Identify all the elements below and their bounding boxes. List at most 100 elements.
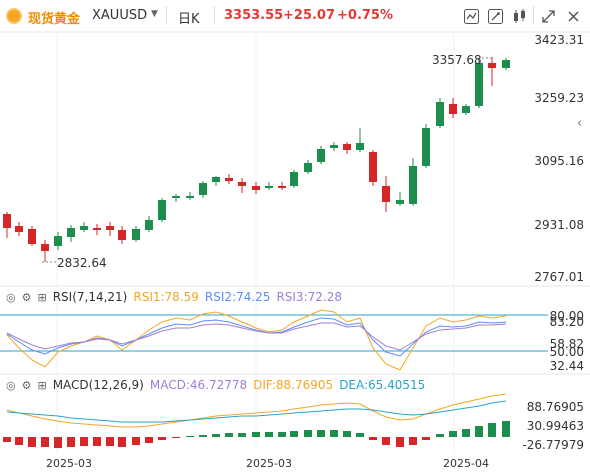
- candle-body: [278, 186, 286, 188]
- macd-histogram-bar: [488, 423, 496, 437]
- macd-histogram-bar: [106, 437, 114, 446]
- macd-histogram-bar: [369, 437, 377, 440]
- macd-histogram-bar: [252, 432, 260, 437]
- close-icon[interactable]: [565, 8, 582, 25]
- last-price: 3353.55: [224, 8, 284, 23]
- rsi-y-label: 58.82: [549, 337, 584, 351]
- dif-value: DIF:88.76905: [253, 378, 334, 392]
- candle-body: [265, 186, 273, 188]
- draw-icon[interactable]: [487, 8, 504, 25]
- macd-histogram-bar: [3, 437, 11, 442]
- candle-body: [304, 163, 312, 172]
- macd-histogram-bar: [330, 430, 338, 437]
- candle-body: [199, 183, 207, 195]
- candle-style-icon[interactable]: [511, 8, 528, 25]
- candle-body: [54, 236, 62, 246]
- symbol-name[interactable]: 现货黄金: [28, 12, 81, 27]
- x-axis-label: 2025-03: [246, 457, 292, 470]
- symbol-code[interactable]: XAUUSD: [92, 8, 148, 23]
- macd-histogram-bar: [41, 437, 49, 447]
- price-change: +25.07: [283, 8, 336, 23]
- rsi-legend: ◎ ⚙ ⊞ RSI(7,14,21) RSI1:78.59 RSI2:74.25…: [6, 290, 342, 304]
- candle-body: [118, 230, 126, 240]
- dea-line: [6, 400, 507, 423]
- candle-body: [502, 60, 510, 68]
- macd-histogram-bar: [54, 437, 62, 448]
- macd-histogram-bar: [145, 437, 153, 443]
- candle-body: [436, 102, 444, 126]
- macd-histogram-bar: [449, 431, 457, 437]
- candle-body: [3, 214, 11, 228]
- macd-histogram-bar: [28, 437, 36, 447]
- candle-body: [409, 166, 417, 204]
- price-change-pct: +0.75%: [337, 8, 393, 23]
- candle-body: [145, 220, 153, 230]
- macd-histogram-bar: [93, 437, 101, 446]
- macd-histogram-bar: [158, 437, 166, 440]
- macd-histogram-bar: [67, 437, 75, 447]
- candlestick-series: [3, 57, 510, 263]
- candle-body: [396, 200, 404, 204]
- macd-value: MACD:46.72778: [149, 378, 248, 392]
- candle-body: [172, 196, 180, 198]
- candle-body: [449, 104, 457, 114]
- candle-body: [67, 228, 75, 237]
- config-icon[interactable]: ⊞: [37, 378, 47, 392]
- candle-body: [80, 226, 88, 230]
- macd-histogram-bar: [396, 437, 404, 447]
- macd-histogram-bar: [462, 429, 470, 437]
- eye-icon[interactable]: ◎: [6, 378, 16, 392]
- chart-settings-icon[interactable]: [463, 8, 480, 25]
- collapse-panel-icon[interactable]: ‹: [577, 116, 583, 131]
- candle-body: [106, 226, 114, 230]
- y-axis-label: 3259.23: [534, 91, 584, 105]
- period-selector[interactable]: 日K: [178, 12, 200, 27]
- rsi-y-label: 50.00: [549, 345, 584, 359]
- candle-body: [290, 172, 298, 186]
- symbol-dropdown-icon[interactable]: ▼: [151, 9, 158, 19]
- macd-y-label: -26.77979: [522, 438, 584, 452]
- chart-grid: [0, 31, 590, 452]
- macd-histogram-bar: [118, 437, 126, 447]
- macd-histogram-bar: [80, 437, 88, 446]
- config-icon[interactable]: ⊞: [37, 290, 47, 304]
- candle-body: [462, 106, 470, 113]
- candle-body: [238, 182, 246, 186]
- candle-body: [356, 143, 364, 150]
- macd-histogram-bar: [186, 436, 194, 437]
- rsi-y-label: 80.00: [549, 309, 584, 323]
- fullscreen-icon[interactable]: [540, 8, 557, 25]
- candle-body: [475, 63, 483, 106]
- macd-y-label: 30.99463: [526, 419, 584, 433]
- macd-histogram-bar: [132, 437, 140, 445]
- high-price-label: 3357.68: [432, 53, 482, 67]
- macd-histogram-bar: [265, 432, 273, 437]
- candle-body: [252, 186, 260, 190]
- y-axis-label: 2767.01: [534, 270, 584, 284]
- macd-histogram-bar: [475, 426, 483, 437]
- macd-histogram-bar: [343, 431, 351, 437]
- macd-histogram-bar: [502, 421, 510, 437]
- candle-body: [343, 144, 351, 150]
- rsi-y-label: 83.20: [549, 315, 584, 329]
- macd-histogram-bar: [304, 430, 312, 437]
- macd-legend: ◎ ⚙ ⊞ MACD(12,26,9) MACD:46.72778 DIF:88…: [6, 378, 425, 392]
- eye-icon[interactable]: ◎: [6, 290, 16, 304]
- macd-histogram-bar: [382, 437, 390, 445]
- settings-icon[interactable]: ⚙: [21, 378, 32, 392]
- macd-histogram-bar: [212, 434, 220, 437]
- macd-histogram-bar: [199, 435, 207, 437]
- macd-histogram-bar: [172, 437, 180, 438]
- macd-histogram-bar: [225, 433, 233, 437]
- toolbar: 现货黄金 XAUUSD ▼ 日K 3353.55 +25.07 +0.75%: [0, 0, 590, 32]
- rsi-lines: [6, 309, 507, 371]
- candle-body: [488, 63, 496, 68]
- candle-body: [317, 149, 325, 162]
- macd-series: [3, 393, 510, 448]
- rsi2-value: RSI2:74.25: [204, 290, 271, 304]
- macd-histogram-bar: [436, 434, 444, 437]
- settings-icon[interactable]: ⚙: [21, 290, 32, 304]
- candle-body: [212, 177, 220, 182]
- macd-histogram-bar: [356, 433, 364, 437]
